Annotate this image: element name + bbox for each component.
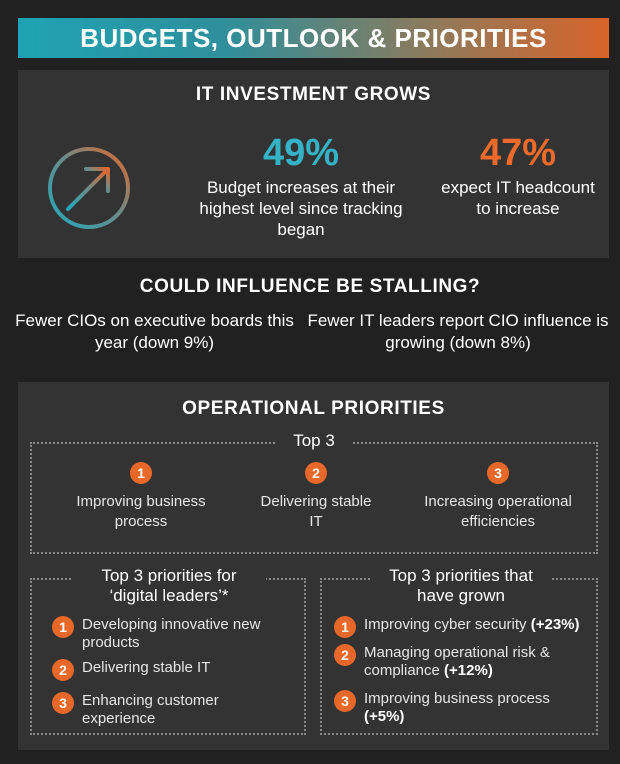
list-item-text: Managing operational risk & compliance (…: [364, 644, 550, 679]
stalling-title: COULD INFLUENCE BE STALLING?: [139, 276, 481, 297]
list-item: 3 Enhancing customer experience: [52, 692, 292, 728]
budget-stat: 49% Budget increases at their highest le…: [183, 133, 419, 240]
number-badge: 1: [130, 462, 152, 484]
operational-panel: OPERATIONAL PRIORITIES Top 3 1 Improving…: [18, 382, 609, 750]
list-item: 3 Improving business process (+5%): [334, 690, 594, 726]
top3-item-text: Increasing operational efficiencies: [424, 493, 572, 530]
number-badge: 2: [305, 462, 327, 484]
number-badge: 3: [487, 462, 509, 484]
number-badge: 3: [52, 692, 74, 714]
budget-stat-value: 49%: [262, 132, 340, 174]
investment-panel: IT INVESTMENT GROWS 49% Budget increases…: [18, 70, 609, 258]
investment-title: IT INVESTMENT GROWS: [195, 84, 432, 105]
arrow-up-right-icon: [48, 147, 130, 229]
list-item: 1 Developing innovative new products: [52, 616, 292, 652]
page-title: BUDGETS, OUTLOOK & PRIORITIES: [80, 23, 547, 53]
digital-leaders-label: Top 3 priorities for ‘digital leaders’*: [72, 566, 266, 606]
top3-item: 1 Improving business process: [56, 462, 226, 532]
top3-item: 2 Delivering stable IT: [256, 462, 376, 532]
header-banner: BUDGETS, OUTLOOK & PRIORITIES: [18, 18, 609, 58]
stalling-left-text: Fewer CIOs on executive boards this year…: [15, 311, 294, 352]
growth-delta: (+23%): [530, 616, 580, 633]
growth-delta: (+5%): [364, 708, 405, 725]
number-badge: 1: [334, 616, 356, 638]
number-badge: 3: [334, 690, 356, 712]
budget-stat-text: Budget increases at their highest level …: [199, 178, 403, 239]
top3-item-text: Improving business process: [76, 493, 206, 530]
list-item-text: Improving cyber security (+23%): [364, 616, 580, 633]
operational-title: OPERATIONAL PRIORITIES: [182, 398, 445, 419]
list-item: 2 Delivering stable IT: [52, 659, 292, 681]
headcount-stat-text: expect IT headcount to increase: [441, 178, 595, 218]
list-item: 1 Improving cyber security (+23%): [334, 616, 594, 638]
headcount-stat-value: 47%: [479, 132, 557, 174]
list-item-text: Delivering stable IT: [82, 659, 211, 676]
number-badge: 2: [52, 659, 74, 681]
top3-item: 3 Increasing operational efficiencies: [398, 462, 598, 532]
list-item-text: Developing innovative new products: [82, 616, 261, 651]
list-item: 2 Managing operational risk & compliance…: [334, 644, 594, 680]
stalling-right-text: Fewer IT leaders report CIO influence is…: [307, 311, 609, 352]
growth-delta: (+12%): [444, 662, 493, 679]
headcount-stat: 47% expect IT headcount to increase: [433, 133, 603, 219]
list-item-text: Improving business process (+5%): [364, 690, 550, 725]
top3-item-text: Delivering stable IT: [260, 493, 372, 530]
number-badge: 2: [334, 644, 356, 666]
grown-priorities-label: Top 3 priorities that have grown: [370, 566, 552, 606]
list-item-text: Enhancing customer experience: [82, 692, 219, 727]
top3-label: Top 3: [276, 431, 352, 451]
number-badge: 1: [52, 616, 74, 638]
